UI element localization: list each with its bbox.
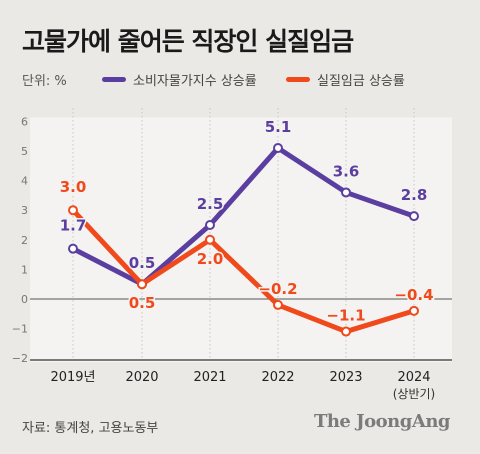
y-tick-label: 4: [21, 175, 28, 188]
x-tick-label: 2022: [261, 370, 294, 385]
series-1-point: [205, 234, 215, 245]
series-0-point: [205, 220, 215, 230]
x-tick-label: 2019년: [50, 370, 95, 385]
series-0-data-label: 1.7: [60, 217, 87, 235]
unit-label: 단위: %: [22, 74, 67, 89]
legend-real-wage-swatch: [286, 77, 310, 82]
series-1-point: [273, 299, 283, 310]
series-0-point: [409, 211, 419, 222]
series-0-data-label: 2.5: [197, 195, 224, 213]
x-tick-sublabel: (상반기): [393, 387, 435, 401]
series-1-data-label: −1.1: [326, 307, 365, 325]
series-1-point: [341, 326, 351, 337]
y-tick-label: 2: [21, 234, 28, 247]
x-tick-label: 2021: [193, 370, 226, 385]
chart-title: 고물가에 줄어든 직장인 실질임금: [22, 27, 354, 56]
series-0-point: [273, 143, 283, 154]
series-1-data-label: −0.2: [258, 280, 297, 298]
y-tick-label: −2: [12, 352, 28, 365]
series-line-0: [70, 145, 417, 287]
series-line-1: [70, 207, 417, 335]
series-0-data-label: 0.5: [129, 254, 156, 272]
series-1-point: [137, 279, 147, 290]
x-tick-label: 2023: [329, 370, 362, 385]
y-tick-label: 5: [21, 145, 28, 158]
y-tick-label: 1: [21, 263, 28, 276]
series-0-data-label: 2.8: [401, 186, 428, 204]
series-1-data-label: 2.0: [197, 250, 224, 268]
series-1-data-label: −0.4: [394, 286, 433, 304]
x-tick-label: 2024: [397, 370, 430, 385]
y-tick-label: 0: [21, 293, 28, 306]
series-1-data-label: 0.5: [129, 294, 156, 312]
series-0-data-label: 5.1: [265, 118, 292, 136]
series-1-data-label: 3.0: [60, 178, 87, 196]
series-1-point: [68, 205, 78, 216]
y-tick-label: −1: [12, 323, 28, 336]
plot-area: [30, 117, 452, 363]
legend-real-wage: 실질임금 상승률: [286, 70, 405, 89]
brand-logo: The JoongAng: [313, 411, 451, 432]
series-0-point: [341, 187, 351, 198]
y-tick-label: 6: [21, 115, 28, 128]
legend-cpi-label: 소비자물가지수 상승률: [133, 74, 257, 89]
series-1-point: [409, 305, 419, 316]
legend-real-wage-label: 실질임금 상승률: [317, 74, 405, 89]
x-tick-label: 2020: [125, 370, 158, 385]
series-0-data-label: 3.6: [333, 162, 360, 180]
y-tick-label: 3: [21, 204, 28, 217]
legend-cpi: 소비자물가지수 상승률: [102, 70, 257, 89]
source-note: 자료: 통계청, 고용노동부: [22, 421, 159, 436]
legend-cpi-swatch: [102, 77, 126, 82]
series-0-point: [68, 243, 78, 254]
